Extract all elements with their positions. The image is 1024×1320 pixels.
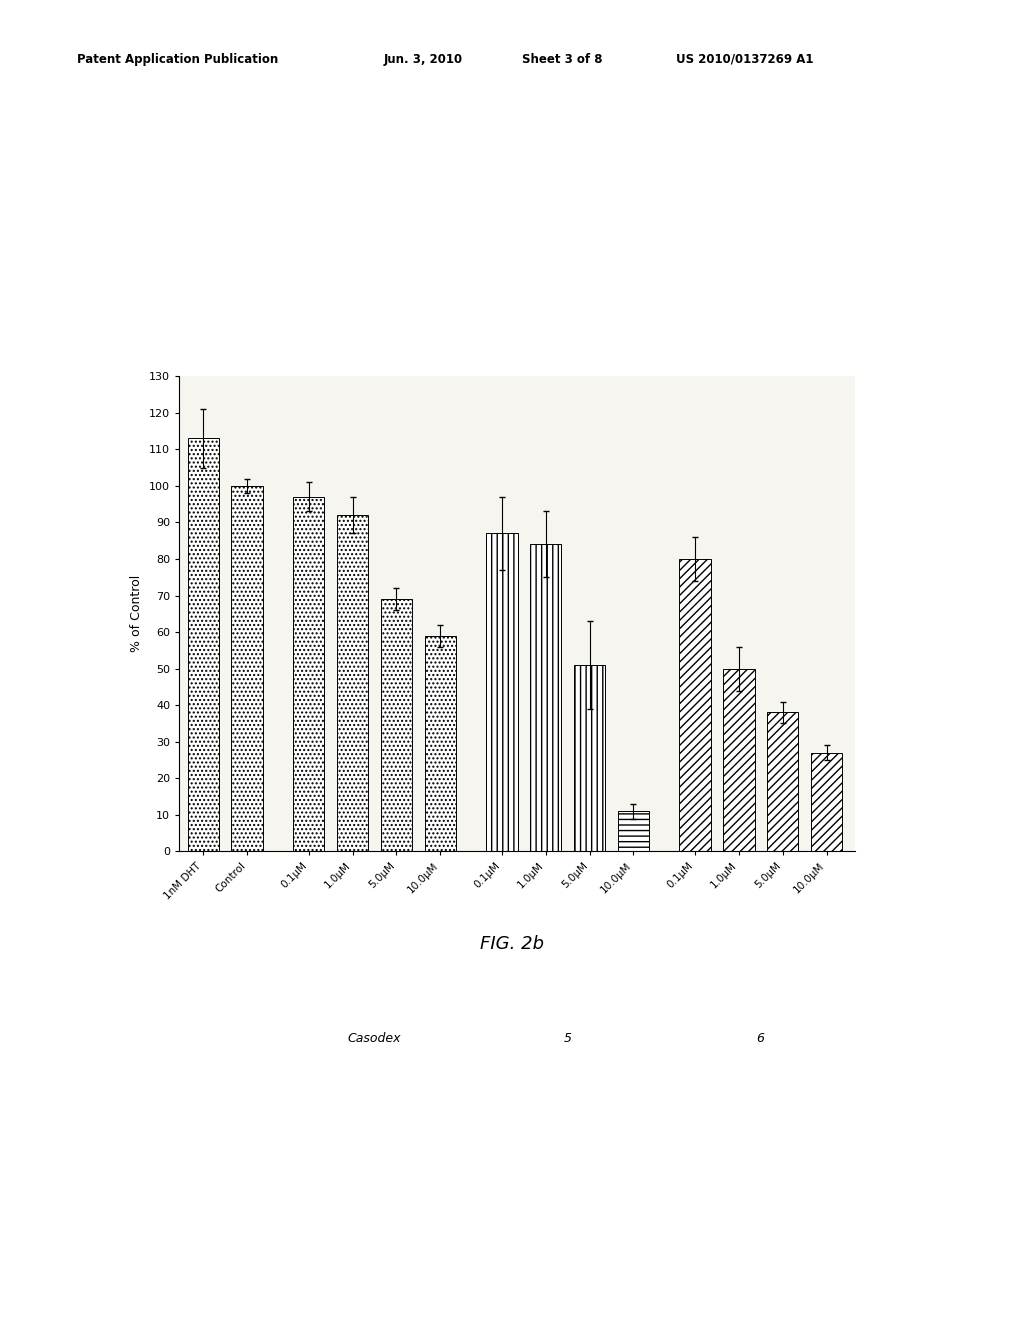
Bar <box>529 544 561 851</box>
Bar <box>337 515 369 851</box>
Text: FIG. 2b: FIG. 2b <box>480 935 544 953</box>
Bar <box>425 636 456 851</box>
Bar <box>679 558 711 851</box>
Bar <box>486 533 517 851</box>
Bar <box>573 665 605 851</box>
Bar <box>381 599 413 851</box>
Bar <box>723 669 755 851</box>
Text: Patent Application Publication: Patent Application Publication <box>77 53 279 66</box>
Text: 5: 5 <box>563 1032 571 1045</box>
Y-axis label: % of Control: % of Control <box>130 576 143 652</box>
Bar <box>293 496 325 851</box>
Bar <box>231 486 263 851</box>
Text: Jun. 3, 2010: Jun. 3, 2010 <box>384 53 463 66</box>
Bar <box>187 438 219 851</box>
Text: 6: 6 <box>757 1032 765 1045</box>
Bar <box>811 752 843 851</box>
Text: Sheet 3 of 8: Sheet 3 of 8 <box>522 53 603 66</box>
Text: Casodex: Casodex <box>348 1032 401 1045</box>
Text: US 2010/0137269 A1: US 2010/0137269 A1 <box>676 53 813 66</box>
Bar <box>767 713 799 851</box>
Bar <box>617 812 649 851</box>
